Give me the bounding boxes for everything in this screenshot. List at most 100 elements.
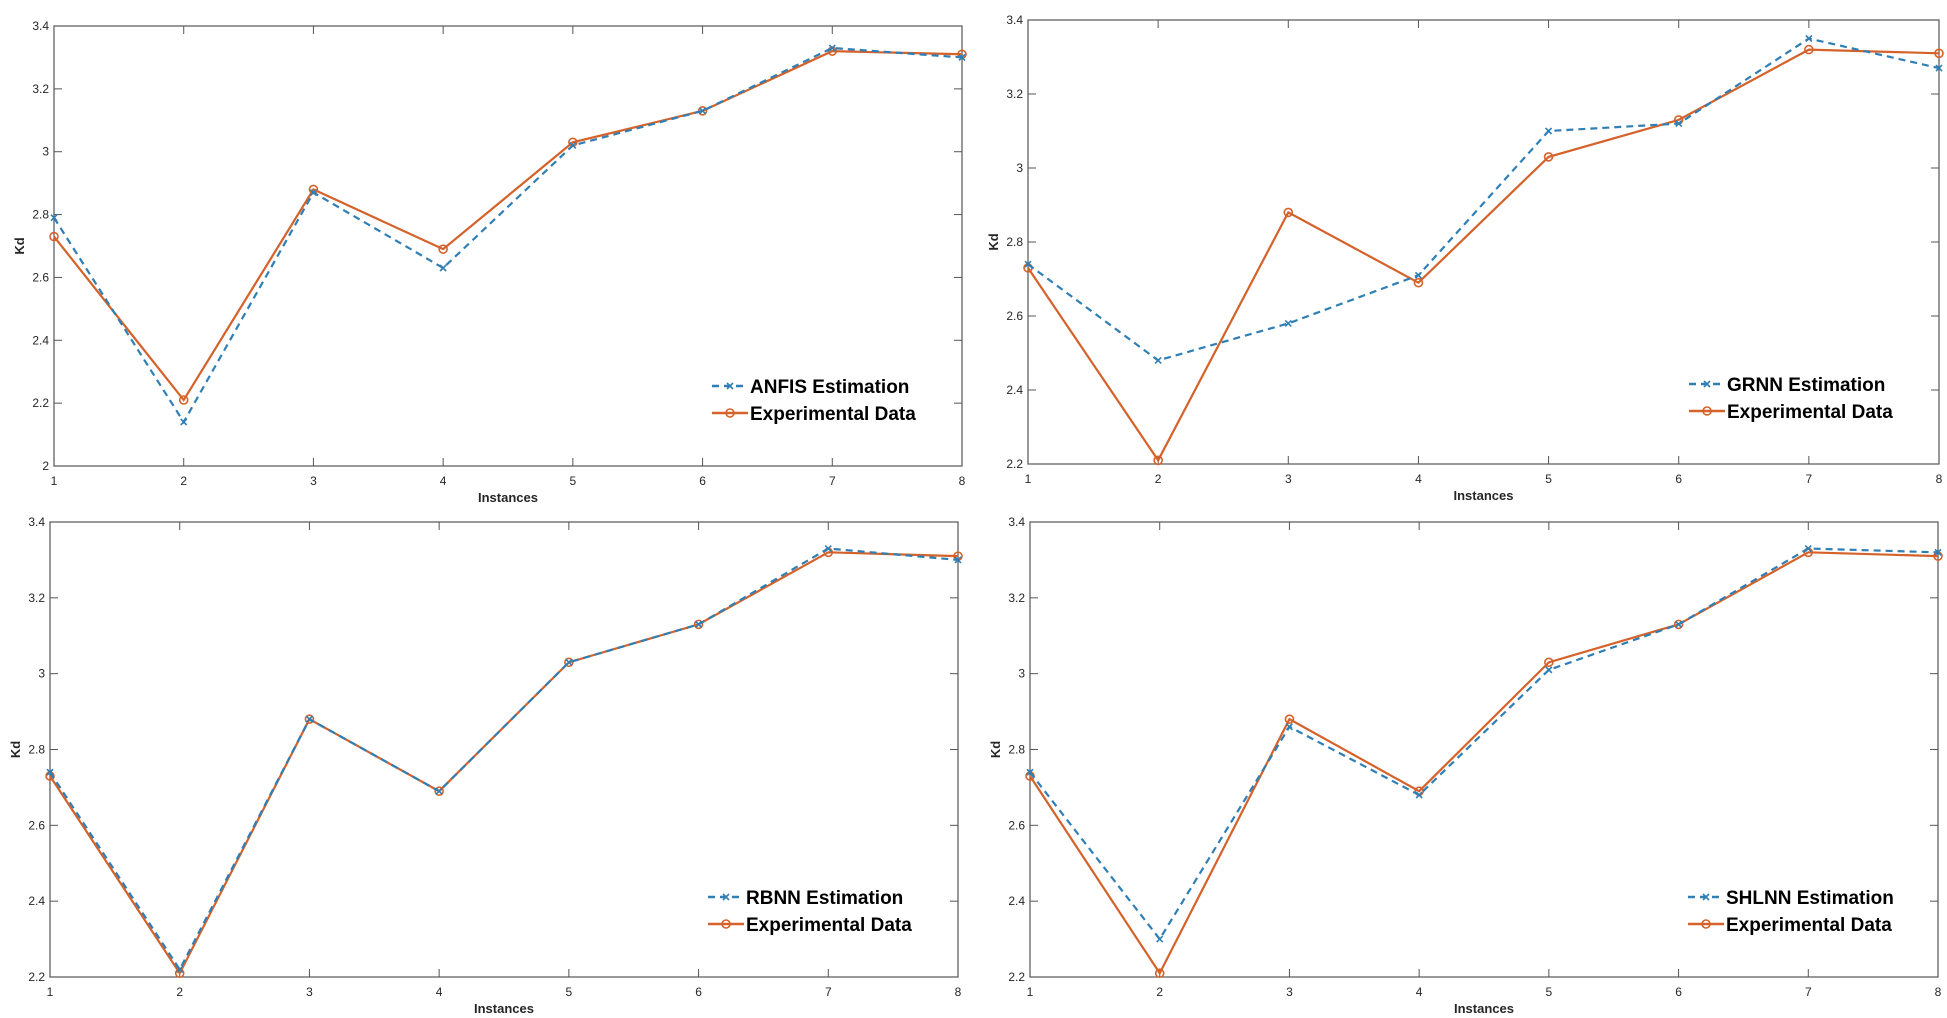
legend-entry: Experimental Data — [750, 404, 916, 425]
experimental-point — [1543, 152, 1554, 162]
y-tick-label: 2.6 — [28, 818, 45, 832]
estimation-point — [1414, 271, 1422, 279]
y-tick-label: 3.2 — [28, 591, 45, 605]
estimation-point — [1024, 260, 1032, 268]
y-tick-label: 3.4 — [1008, 515, 1025, 529]
y-tick-label: 2.4 — [32, 333, 49, 347]
y-tick-label: 2.2 — [32, 396, 49, 410]
experimental-point — [1153, 455, 1163, 466]
x-tick-label: 2 — [1155, 472, 1162, 486]
plot-area — [1029, 521, 1939, 978]
y-tick-label: 3 — [42, 145, 49, 159]
x-tick-label: 8 — [959, 474, 966, 488]
x-tick-label: 8 — [955, 985, 962, 999]
y-tick-label: 3.4 — [28, 515, 45, 529]
experimental-line — [1027, 48, 1940, 463]
experimental-point — [1544, 657, 1554, 668]
y-tick-label: 2.8 — [1008, 743, 1025, 757]
legend-entry: RBNN Estimation — [746, 888, 903, 909]
x-tick-label: 3 — [310, 474, 317, 488]
experimental-line — [1029, 551, 1939, 976]
y-tick-label: 3 — [38, 667, 45, 681]
x-tick-label: 8 — [1936, 472, 1943, 486]
y-tick-label: 3.4 — [32, 19, 49, 33]
estimation-line — [1027, 37, 1940, 362]
legend-marker — [1702, 893, 1710, 901]
plot-area — [49, 521, 959, 978]
x-tick-label: 8 — [1935, 985, 1942, 999]
x-tick-label: 2 — [176, 985, 183, 999]
estimation-point — [1805, 34, 1813, 43]
experimental-point — [1284, 714, 1295, 724]
legend-entry: Experimental Data — [746, 915, 912, 936]
estimation-point — [1154, 356, 1162, 364]
estimation-point — [958, 53, 966, 61]
x-tick-label: 4 — [436, 985, 443, 999]
chart-4: 1 2 3 4 5 6 7 8 2.2 2.4 2.6 2.8 3 3.2 3.4 Instances Kd SH… — [988, 515, 1943, 1016]
estimation-point — [1804, 544, 1812, 553]
x-tick-label: 6 — [699, 474, 706, 488]
x-tick-label: 4 — [1416, 985, 1423, 999]
plot-area — [1027, 19, 1940, 465]
x-tick-label: 2 — [1156, 985, 1163, 999]
x-tick-label: 7 — [829, 474, 836, 488]
y-tick-label: 2.6 — [1006, 309, 1023, 323]
chart-1: 1 2 3 4 5 6 7 822.22.42.62.833.23.4InstancesKdA… — [12, 19, 967, 505]
y-tick-label: 2.8 — [32, 208, 49, 222]
estimation-point — [565, 658, 573, 666]
legend-marker — [726, 382, 734, 390]
plot-area — [53, 25, 963, 467]
y-tick-label: 2.2 — [28, 970, 45, 984]
chart-3: 1 2 3 4 5 6 7 8 2.2 2.4 2.6 2.8 3 3.2 3.4 Instances Kd RB… — [8, 515, 963, 1016]
experimental-point — [434, 786, 444, 797]
x-tick-label: 4 — [440, 474, 447, 488]
estimation-point — [1156, 935, 1164, 943]
estimation-point — [1545, 127, 1553, 135]
estimation-point — [309, 189, 317, 197]
y-tick-label: 2.6 — [1008, 818, 1025, 832]
estimation-line — [1029, 547, 1939, 942]
x-tick-label: 5 — [566, 985, 573, 999]
y-tick-label: 3.2 — [1008, 591, 1025, 605]
estimation-point — [1675, 620, 1683, 628]
experimental-point — [1154, 968, 1165, 979]
estimation-point — [1545, 666, 1553, 674]
y-tick-label: 2.8 — [28, 743, 45, 757]
legend-marker — [722, 893, 730, 901]
x-axis-label: Instances — [1454, 488, 1514, 503]
legend-entry: Experimental Data — [1727, 402, 1893, 423]
estimation-point — [954, 556, 962, 564]
x-tick-label: 7 — [1805, 985, 1812, 999]
experimental-line — [53, 50, 963, 402]
estimation-point — [1675, 120, 1683, 128]
experimental-point — [1804, 44, 1814, 55]
experimental-point — [49, 231, 59, 242]
x-tick-label: 3 — [306, 985, 313, 999]
y-tick-label: 3.2 — [32, 82, 49, 96]
experimental-point — [1934, 48, 1944, 59]
x-tick-label: 6 — [1675, 472, 1682, 486]
y-tick-label: 2 — [42, 459, 49, 473]
estimation-point — [824, 544, 832, 553]
y-tick-label: 2.2 — [1008, 970, 1025, 984]
chart-2: 1 2 3 4 5 6 7 8 2.2 2.4 2.6 2.8 3 3.2 3.4 Instances Kd GR… — [986, 13, 1944, 503]
y-tick-label: 2.4 — [28, 894, 45, 908]
estimation-point — [1935, 64, 1943, 72]
estimation-point — [435, 787, 443, 795]
y-tick-label: 2.4 — [1008, 894, 1025, 908]
estimation-point — [828, 44, 836, 52]
estimation-point — [180, 418, 188, 426]
legend-entry: SHLNN Estimation — [1726, 888, 1894, 909]
x-tick-label: 1 — [1027, 985, 1034, 999]
y-tick-label: 2.2 — [1006, 457, 1023, 471]
legend-marker — [721, 919, 731, 929]
estimation-point — [695, 620, 703, 628]
y-tick-label: 3 — [1016, 161, 1023, 175]
estimation-point — [1934, 548, 1942, 556]
x-tick-label: 1 — [51, 474, 58, 488]
y-axis-label: Kd — [986, 233, 1001, 250]
experimental-point — [1413, 277, 1424, 288]
x-tick-label: 5 — [1545, 472, 1552, 486]
x-tick-label: 1 — [47, 985, 54, 999]
